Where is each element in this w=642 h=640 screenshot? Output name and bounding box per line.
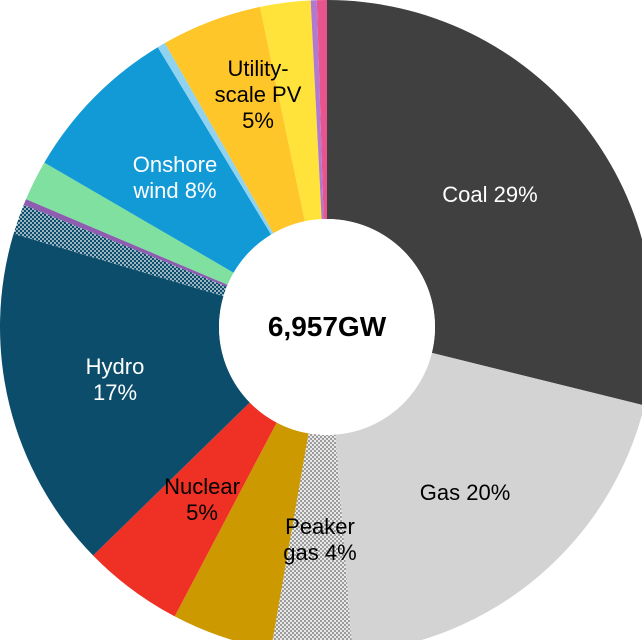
category-label: Gas — [419, 480, 461, 505]
value-label: 4% — [324, 540, 357, 565]
center-label: 6,957GW — [267, 311, 387, 342]
category-label: Utility-scale PV — [214, 56, 302, 107]
slice — [164, 6, 305, 234]
slice — [327, 0, 642, 405]
slice-label: Utility-scale PV 5% — [203, 56, 313, 134]
slice — [272, 433, 352, 640]
slice — [26, 162, 234, 285]
category-label: Hydro — [85, 354, 145, 379]
slice — [310, 0, 324, 220]
value-label: 20% — [466, 480, 511, 505]
slice — [93, 402, 277, 617]
slice — [44, 47, 272, 273]
slice — [23, 199, 228, 287]
category-label: Coal — [442, 182, 488, 207]
category-label: Onshore wind — [132, 152, 218, 203]
slice — [0, 233, 250, 556]
value-label: 5% — [186, 500, 218, 525]
slice — [335, 352, 642, 640]
hole — [219, 219, 435, 435]
category-label: Nuclear — [164, 474, 240, 499]
slice — [157, 43, 274, 235]
slice — [13, 204, 227, 297]
slice-label: Gas 20% — [365, 480, 565, 506]
value-label: 8% — [184, 178, 217, 203]
slice — [260, 0, 322, 222]
value-label: 5% — [242, 108, 274, 133]
value-label: 29% — [493, 182, 538, 207]
slice — [316, 0, 327, 220]
slice-label: Onshore wind 8% — [110, 152, 240, 204]
slice-label: Hydro 17% — [75, 354, 155, 406]
slice-label: Peaker gas 4% — [265, 514, 375, 566]
slice-label: Coal 29% — [390, 182, 590, 208]
slice — [174, 422, 309, 640]
category-label: Peaker gas — [283, 514, 355, 565]
slice-label: Nuclear 5% — [152, 474, 252, 526]
value-label: 17% — [92, 380, 138, 405]
